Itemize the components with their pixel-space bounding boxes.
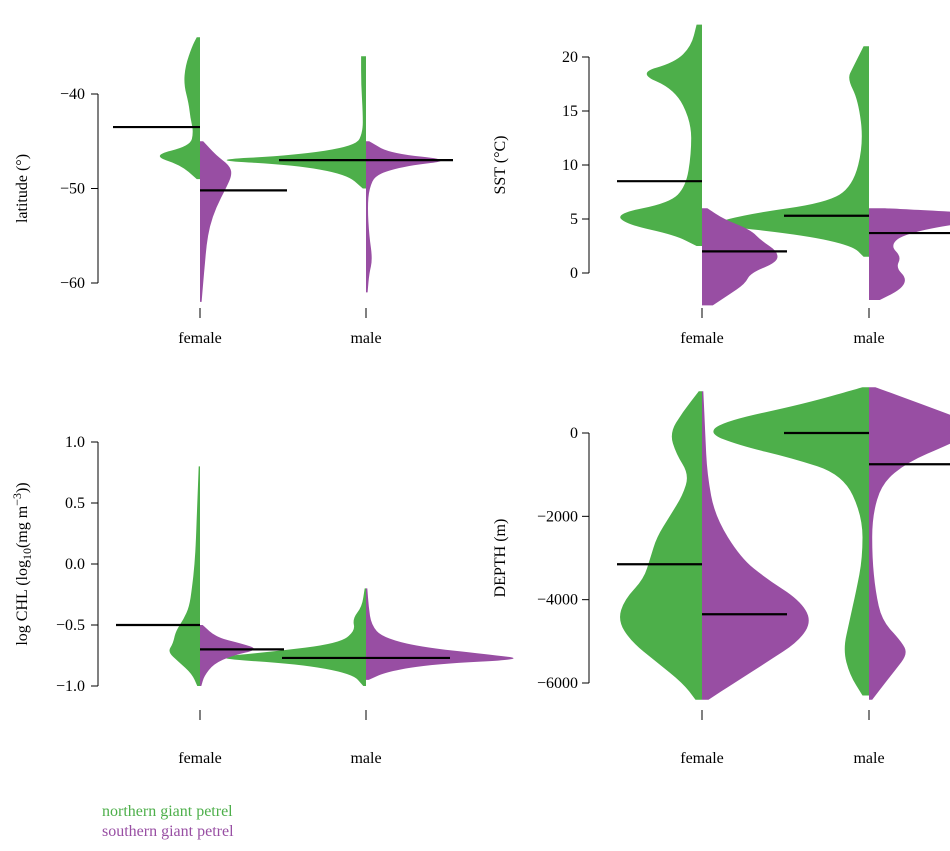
violin-southern-male bbox=[869, 387, 950, 700]
violin-northern-male bbox=[722, 46, 869, 257]
panel-depth: 0 −2000 −4000 −6000 female male DEPTH (m) bbox=[492, 387, 950, 767]
category-label-female: female bbox=[178, 330, 222, 347]
y-axis-title: latitude (°) bbox=[14, 154, 31, 223]
y-axis-title: log CHL (log10(mg m−3)) bbox=[10, 482, 34, 645]
y-tick-label: −40 bbox=[60, 86, 85, 103]
y-tick-label: 0.0 bbox=[65, 556, 85, 573]
legend-northern-giant-petrel: northern giant petrel bbox=[102, 803, 233, 820]
y-tick-label: 5 bbox=[570, 211, 578, 228]
y-tick-label: 0 bbox=[570, 425, 578, 442]
y-tick-label: −60 bbox=[60, 275, 85, 292]
violin-southern-male bbox=[366, 588, 514, 680]
y-tick-label: 20 bbox=[562, 49, 578, 66]
category-label-male: male bbox=[853, 750, 884, 767]
violin-northern-male bbox=[223, 588, 366, 686]
violin-northern-female bbox=[620, 391, 702, 700]
violin-southern-male bbox=[869, 208, 950, 300]
y-tick-label: −1.0 bbox=[56, 678, 85, 695]
category-label-female: female bbox=[178, 750, 222, 767]
y-tick-label: 10 bbox=[562, 157, 578, 174]
y-tick-label: −2000 bbox=[537, 508, 578, 525]
category-label-female: female bbox=[680, 330, 724, 347]
category-label-male: male bbox=[350, 750, 381, 767]
category-label-male: male bbox=[853, 330, 884, 347]
violin-northern-male bbox=[226, 56, 366, 189]
panel-latitude: −40 −50 −60 female male latitude (°) bbox=[14, 37, 453, 347]
y-tick-label: −50 bbox=[60, 181, 85, 198]
y-tick-label: −4000 bbox=[537, 592, 578, 609]
violin-northern-female bbox=[169, 466, 200, 686]
violin-northern-female bbox=[159, 37, 200, 180]
panel-chl: 1.0 0.5 0.0 −0.5 −1.0 female male log CHL (log1… bbox=[10, 434, 514, 767]
y-tick-label: 15 bbox=[562, 103, 578, 120]
legend-southern-giant-petrel: southern giant petrel bbox=[102, 823, 234, 840]
violin-northern-female bbox=[620, 24, 702, 246]
violin-southern-female bbox=[200, 141, 232, 302]
violin-southern-female bbox=[200, 625, 254, 686]
y-axis-title: SST (°C) bbox=[492, 135, 509, 194]
y-axis-title: DEPTH (m) bbox=[492, 519, 509, 598]
y-tick-label: −0.5 bbox=[56, 617, 85, 634]
y-tick-label: 1.0 bbox=[65, 434, 85, 451]
y-tick-label: −6000 bbox=[537, 675, 578, 692]
panel-sst: 0 5 10 15 20 female male SST (°C) bbox=[492, 24, 950, 347]
category-label-male: male bbox=[350, 330, 381, 347]
violin-southern-female bbox=[702, 208, 778, 306]
violin-southern-male bbox=[366, 141, 442, 293]
violin-northern-male bbox=[713, 387, 869, 696]
y-tick-label: 0 bbox=[570, 265, 578, 282]
category-label-female: female bbox=[680, 750, 724, 767]
violin-southern-female bbox=[702, 391, 809, 700]
y-tick-label: 0.5 bbox=[65, 495, 85, 512]
